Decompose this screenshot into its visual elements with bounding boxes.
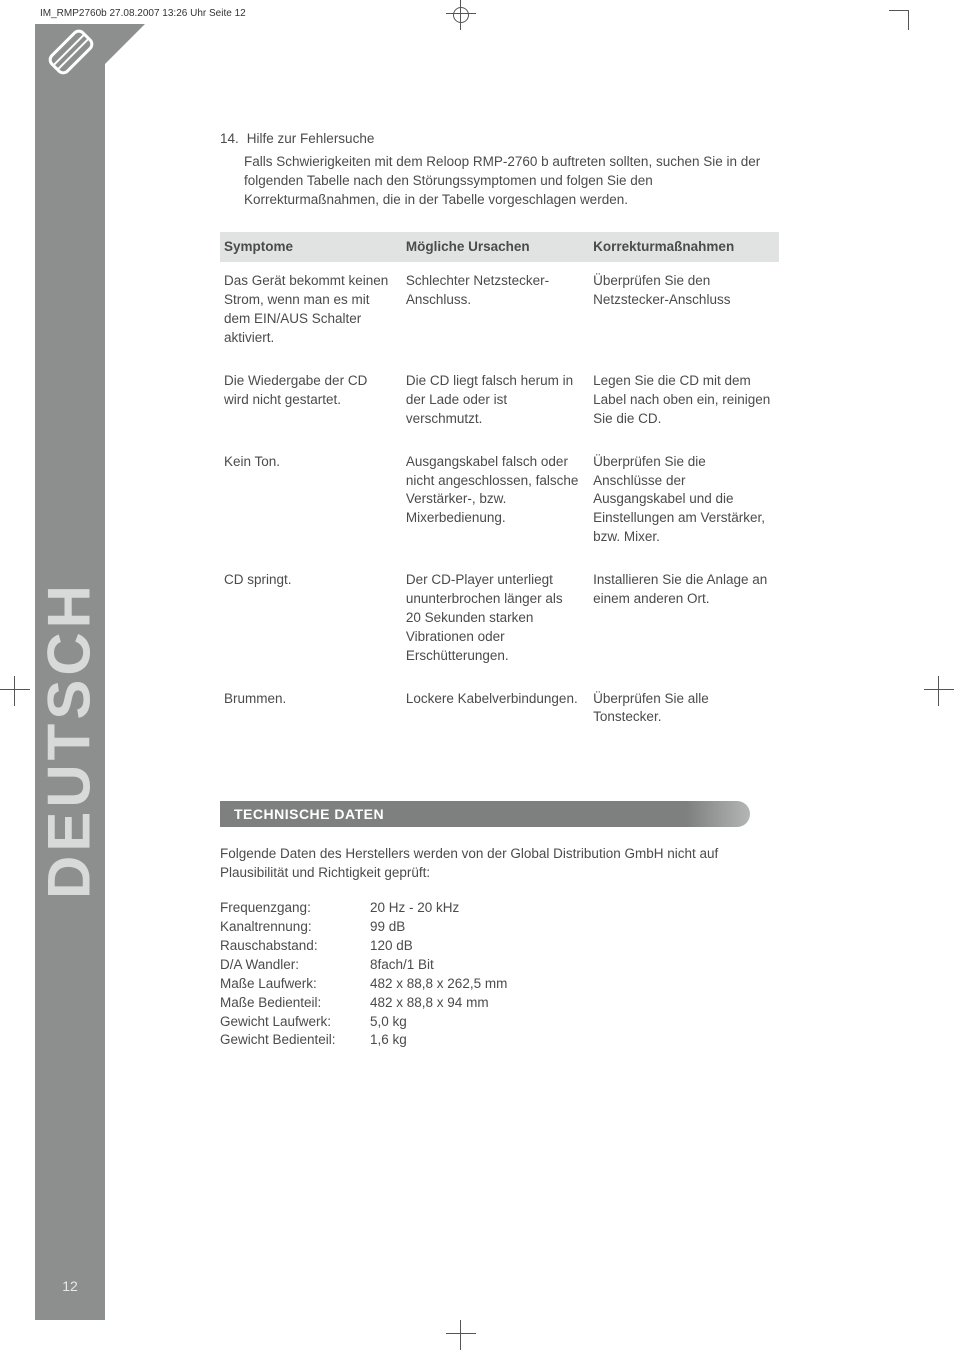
table-cell: Kein Ton. xyxy=(224,453,406,547)
spec-row: Frequenzgang: 20 Hz - 20 kHz xyxy=(220,899,779,918)
spec-row: Gewicht Bedienteil: 1,6 kg xyxy=(220,1031,779,1050)
table-header-row: Symptome Mögliche Ursachen Korrekturmaßn… xyxy=(220,232,779,263)
table-cell: CD springt. xyxy=(224,571,406,665)
register-mark-bottom xyxy=(450,1324,472,1346)
table-cell: Überprüfen Sie den Netzstecker-Anschluss xyxy=(593,272,775,348)
page-number: 12 xyxy=(35,1278,105,1294)
table-cell: Ausgangskabel falsch oder nicht angeschl… xyxy=(406,453,593,547)
corner-badge-icon xyxy=(35,24,135,124)
sidebar: DEUTSCH 12 xyxy=(35,30,105,1320)
section-heading: 14. Hilfe zur Fehlersuche xyxy=(220,130,779,149)
table-header: Mögliche Ursachen xyxy=(406,238,593,257)
spec-label: Gewicht Bedienteil: xyxy=(220,1031,370,1050)
spec-value: 20 Hz - 20 kHz xyxy=(370,899,459,918)
table-row: CD springt. Der CD-Player unterliegt unu… xyxy=(220,561,779,679)
trouble-table: Symptome Mögliche Ursachen Korrekturmaßn… xyxy=(220,232,779,742)
table-cell: Überprüfen Sie alle Tonstecker. xyxy=(593,690,775,728)
table-cell: Legen Sie die CD mit dem Label nach oben… xyxy=(593,372,775,429)
page: DEUTSCH 12 14. Hilfe zur Fehlersuche Fal… xyxy=(35,30,919,1320)
table-cell: Installieren Sie die Anlage an einem and… xyxy=(593,571,775,665)
language-label: DEUTSCH xyxy=(34,580,103,898)
table-row: Das Gerät bekommt keinen Strom, wenn man… xyxy=(220,262,779,362)
table-cell: Überprüfen Sie die Anschlüsse der Ausgan… xyxy=(593,453,775,547)
table-cell: Das Gerät bekommt keinen Strom, wenn man… xyxy=(224,272,406,348)
spec-value: 1,6 kg xyxy=(370,1031,407,1050)
spec-label: D/A Wandler: xyxy=(220,956,370,975)
table-header: Symptome xyxy=(224,238,406,257)
spec-row: D/A Wandler: 8fach/1 Bit xyxy=(220,956,779,975)
register-mark-top xyxy=(450,4,472,26)
tech-heading: TECHNISCHE DATEN xyxy=(220,801,750,827)
spec-value: 5,0 kg xyxy=(370,1013,407,1032)
spec-value: 8fach/1 Bit xyxy=(370,956,434,975)
spec-row: Maße Bedienteil: 482 x 88,8 x 94 mm xyxy=(220,994,779,1013)
spec-label: Frequenzgang: xyxy=(220,899,370,918)
spec-value: 482 x 88,8 x 262,5 mm xyxy=(370,975,507,994)
spec-label: Maße Bedienteil: xyxy=(220,994,370,1013)
spec-row: Kanaltrennung: 99 dB xyxy=(220,918,779,937)
spec-row: Rauschabstand: 120 dB xyxy=(220,937,779,956)
content-area: 14. Hilfe zur Fehlersuche Falls Schwieri… xyxy=(105,30,919,1320)
spec-value: 99 dB xyxy=(370,918,405,937)
spec-row: Gewicht Laufwerk: 5,0 kg xyxy=(220,1013,779,1032)
table-row: Die Wiedergabe der CD wird nicht gestart… xyxy=(220,362,779,443)
section-number: 14. xyxy=(220,130,239,149)
table-cell: Die CD liegt falsch herum in der Lade od… xyxy=(406,372,593,429)
section-title: Hilfe zur Fehlersuche xyxy=(247,130,375,149)
crop-corner xyxy=(889,10,909,30)
table-cell: Die Wiedergabe der CD wird nicht gestart… xyxy=(224,372,406,429)
spec-value: 482 x 88,8 x 94 mm xyxy=(370,994,489,1013)
section-intro: Falls Schwierigkeiten mit dem Reloop RMP… xyxy=(244,153,779,210)
spec-value: 120 dB xyxy=(370,937,413,956)
table-cell: Lockere Kabelverbindungen. xyxy=(406,690,593,728)
tech-intro: Folgende Daten des Herstellers werden vo… xyxy=(220,845,779,883)
spec-label: Gewicht Laufwerk: xyxy=(220,1013,370,1032)
register-mark-left xyxy=(4,680,26,702)
register-mark-right xyxy=(928,680,950,702)
table-row: Kein Ton. Ausgangskabel falsch oder nich… xyxy=(220,443,779,561)
table-cell: Der CD-Player unterliegt ununterbrochen … xyxy=(406,571,593,665)
spec-label: Maße Laufwerk: xyxy=(220,975,370,994)
spec-list: Frequenzgang: 20 Hz - 20 kHz Kanaltrennu… xyxy=(220,899,779,1050)
table-cell: Schlechter Netzstecker-Anschluss. xyxy=(406,272,593,348)
table-header: Korrekturmaßnahmen xyxy=(593,238,775,257)
table-row: Brummen. Lockere Kabelverbindungen. Über… xyxy=(220,680,779,742)
crop-info: IM_RMP2760b 27.08.2007 13:26 Uhr Seite 1… xyxy=(40,8,246,19)
spec-row: Maße Laufwerk: 482 x 88,8 x 262,5 mm xyxy=(220,975,779,994)
spec-label: Rauschabstand: xyxy=(220,937,370,956)
table-cell: Brummen. xyxy=(224,690,406,728)
spec-label: Kanaltrennung: xyxy=(220,918,370,937)
